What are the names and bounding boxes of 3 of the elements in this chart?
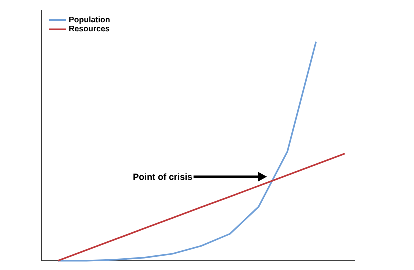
annotation: Point of crisis <box>134 174 192 180</box>
legend-label: Population <box>70 16 110 24</box>
legend-label: Resources <box>70 26 110 32</box>
